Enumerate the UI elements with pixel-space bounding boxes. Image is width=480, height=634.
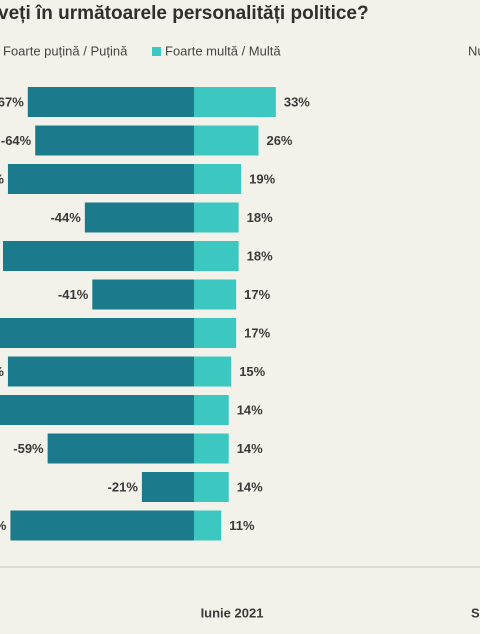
bar [193,433,229,464]
bar [27,87,194,117]
bar [10,510,194,541]
bar [193,202,239,233]
bar [193,356,232,387]
data-label: 26% [266,133,292,148]
bar [193,510,222,541]
data-label: 17% [244,287,270,302]
legend-label: Foarte multă / Multă [165,43,281,58]
bar [2,241,194,271]
bar [84,202,194,233]
bar [193,164,242,194]
data-label: 14% [237,441,263,456]
bar [0,395,194,425]
footer: Iunie 2021 [201,605,264,620]
data-label: -64% [1,133,32,148]
legend-label: Nu [468,43,480,58]
bar [193,125,259,156]
chart-title: veți în următoarele personalități politi… [0,3,369,24]
data-label: 17% [244,325,270,340]
bar [193,279,237,310]
bar [193,395,229,425]
data-label: 19% [249,171,275,186]
bar [0,318,194,348]
bar [193,87,276,117]
data-label: 33% [284,94,310,109]
bar [92,279,194,310]
bar [35,125,194,156]
data-label: -59% [13,441,44,456]
data-label: 15% [239,364,265,379]
data-label: -74% [0,518,7,533]
data-label: 18% [247,210,273,225]
data-label: 14% [237,479,263,494]
legend-label: Foarte puțină / Puțină [3,43,128,58]
data-label: 11% [229,518,255,533]
data-label: -44% [50,210,81,225]
bar [193,318,237,348]
data-label: 18% [247,248,273,263]
legend-swatch [152,47,161,56]
bar [193,241,239,271]
data-label: -75% [0,364,4,379]
bar [193,472,229,502]
data-label: -41% [58,287,89,302]
data-label: -21% [108,479,139,494]
bar [7,164,194,194]
data-label: -75% [0,171,4,186]
data-label: -67% [0,94,24,109]
bar [47,433,194,464]
data-label: 14% [237,402,263,417]
source: S [471,605,480,620]
bar [7,356,194,387]
bar [141,472,194,502]
